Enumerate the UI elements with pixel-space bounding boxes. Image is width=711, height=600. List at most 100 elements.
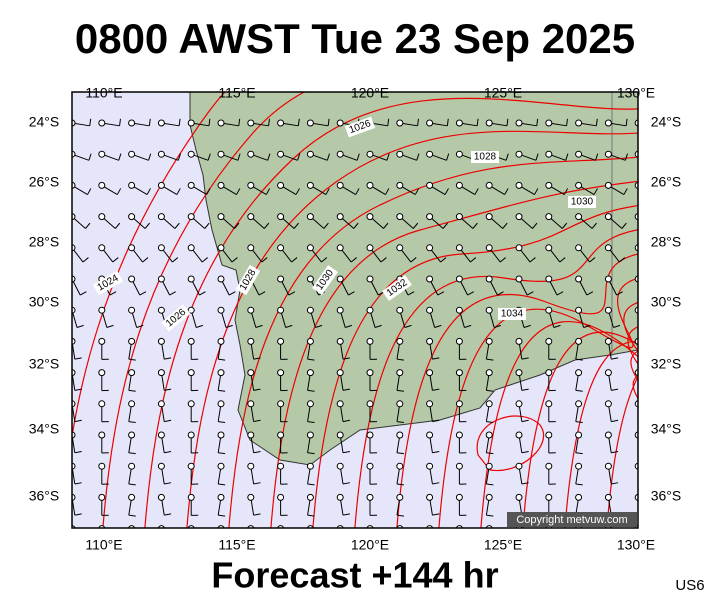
station — [455, 275, 463, 283]
wind-barb — [236, 188, 241, 195]
wind-barb — [342, 419, 350, 423]
station — [187, 493, 195, 501]
wind-barb — [494, 324, 502, 328]
station — [157, 244, 165, 252]
wind-barb — [619, 257, 626, 263]
station — [455, 462, 463, 470]
station — [575, 213, 583, 221]
wind-barb — [396, 483, 404, 486]
station — [455, 493, 463, 501]
wind-barb — [161, 529, 164, 547]
wind-barb — [355, 188, 360, 195]
wind-barb — [621, 222, 627, 229]
wind-barb — [218, 483, 226, 486]
wind-barb — [172, 257, 179, 263]
station — [157, 337, 165, 345]
wind-barb — [583, 324, 591, 328]
station — [187, 244, 195, 252]
wind-barb — [74, 357, 82, 360]
station — [515, 244, 523, 252]
wind-barb — [470, 257, 477, 263]
wind-barb — [432, 388, 440, 391]
station — [336, 431, 344, 439]
station — [575, 369, 583, 377]
wind-barb — [561, 222, 568, 229]
station — [455, 431, 463, 439]
station — [187, 400, 195, 408]
station — [157, 119, 165, 127]
station — [247, 244, 255, 252]
station — [157, 306, 165, 314]
station — [604, 431, 612, 439]
isobar-label-text: 1030 — [571, 197, 594, 208]
station — [604, 181, 612, 189]
wind-barb — [467, 291, 474, 296]
station — [306, 275, 314, 283]
station — [545, 462, 553, 470]
station — [157, 431, 165, 439]
wind-barb — [237, 153, 241, 161]
wind-barb — [218, 421, 226, 423]
wind-barb — [353, 222, 359, 229]
station — [187, 150, 195, 158]
station — [604, 275, 612, 283]
isobar-label-box — [498, 308, 526, 320]
station — [575, 150, 583, 158]
wind-barb — [521, 388, 529, 391]
wind-barb — [208, 118, 211, 126]
isobar-label-box — [92, 270, 124, 296]
station — [157, 462, 165, 470]
station — [157, 181, 165, 189]
station — [217, 119, 225, 127]
station — [426, 431, 434, 439]
station — [545, 493, 553, 501]
wind-barb — [383, 222, 389, 229]
wind-barb — [575, 389, 583, 392]
station — [426, 337, 434, 345]
wind-barb — [616, 291, 623, 296]
wind-barb — [575, 452, 583, 455]
station — [217, 369, 225, 377]
wind-barb — [526, 291, 534, 296]
station — [366, 369, 374, 377]
wind-barb — [218, 358, 226, 361]
wind-barb — [321, 257, 328, 263]
station — [366, 462, 374, 470]
station — [455, 400, 463, 408]
station — [98, 431, 106, 439]
wind-barb — [129, 546, 136, 547]
lat-label: 30°S — [651, 294, 682, 310]
station — [485, 337, 493, 345]
station — [247, 181, 255, 189]
wind-barb — [432, 513, 440, 516]
wind-barb — [253, 450, 261, 454]
station — [396, 244, 404, 252]
station — [247, 493, 255, 501]
station — [485, 275, 493, 283]
wind-barb — [326, 153, 330, 161]
wind-barb — [253, 513, 261, 516]
wind-barb — [397, 546, 404, 547]
station — [98, 119, 106, 127]
lat-label: 34°S — [29, 421, 60, 437]
station — [128, 306, 136, 314]
wind-barb — [323, 222, 329, 229]
station — [157, 369, 165, 377]
wind-barb — [343, 545, 350, 546]
wind-barb — [293, 222, 299, 229]
station — [455, 369, 463, 377]
wind-barb — [575, 483, 583, 486]
wind-barb — [589, 257, 596, 263]
wind-barb — [204, 222, 210, 229]
station — [545, 150, 553, 158]
station — [277, 119, 285, 127]
station — [277, 150, 285, 158]
wind-barb — [164, 419, 172, 423]
isobar — [354, 229, 638, 528]
wind-barb — [412, 222, 419, 229]
lon-label: 130°E — [617, 85, 655, 101]
station — [217, 493, 225, 501]
wind-barb — [114, 222, 121, 229]
station — [277, 462, 285, 470]
wind-barb — [396, 514, 404, 517]
